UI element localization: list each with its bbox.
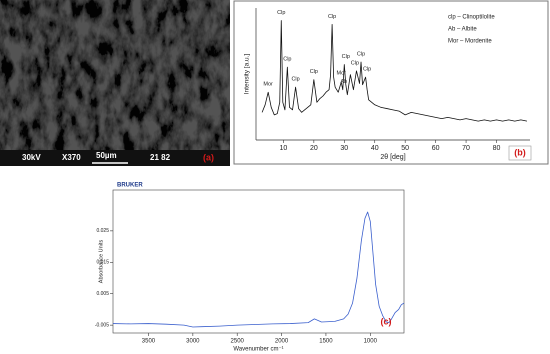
legend-note: clp – Clinoptilolite — [448, 15, 495, 21]
x-axis-label: 2θ [deg] — [380, 154, 405, 161]
x-tick-label: 60 — [432, 145, 440, 152]
x-tick-label: 30 — [340, 145, 348, 152]
sem-panel: 30kV X370 50µm 21 82 (a) — [0, 0, 230, 166]
y-tick-label: 0.005 — [96, 291, 109, 297]
logo: BRUKER — [117, 183, 143, 189]
panel-label: (a) — [203, 152, 214, 162]
peak-label: Clp — [363, 67, 371, 73]
y-axis-label: Intensity [a.u.] — [244, 54, 251, 95]
peak-label: Mor — [263, 82, 273, 88]
x-tick-label: 10 — [280, 145, 288, 152]
peak-label: Clp — [277, 10, 285, 16]
ftir-panel — [110, 178, 410, 353]
sem-texture — [0, 0, 230, 150]
panel-label: (b) — [514, 147, 526, 157]
panel-label: (c) — [381, 316, 392, 326]
legend-note: Mor – Mordenite — [448, 39, 492, 45]
sem-info-bar — [0, 150, 230, 166]
y-axis-label: Absorbance Units — [98, 240, 104, 284]
legend-note: Ab – Albite — [448, 27, 477, 33]
peak-label: Clp — [328, 14, 336, 20]
peak-label: Clp — [283, 57, 291, 63]
peak-label: Clp — [351, 60, 359, 66]
x-tick-label: 1000 — [364, 339, 378, 345]
x-tick-label: 1500 — [319, 339, 333, 345]
sem-text: 50µm — [96, 151, 117, 160]
peak-label: Ab — [340, 79, 347, 85]
x-tick-label: 2500 — [231, 339, 245, 345]
peak-label: Clp — [310, 69, 318, 75]
sem-text: 21 82 — [150, 153, 171, 162]
peak-label: Clp — [342, 54, 350, 60]
panel-label-box — [508, 145, 532, 161]
peak-label: Clp — [357, 51, 365, 57]
x-tick-label: 50 — [401, 145, 409, 152]
y-tick-label: 0.015 — [96, 260, 109, 266]
y-tick-label: 0.025 — [96, 228, 109, 234]
y-tick-label: -0.005 — [95, 322, 109, 328]
sem-text: 30kV — [22, 153, 41, 162]
data-line — [261, 20, 528, 122]
plot-frame — [112, 189, 405, 334]
peak-label: Mor — [337, 70, 347, 76]
x-tick-label: 3000 — [186, 339, 200, 345]
x-axis-label: Wavenumber cm⁻¹ — [233, 347, 283, 353]
x-tick-label: 80 — [493, 145, 501, 152]
x-tick-label: 2000 — [275, 339, 289, 345]
x-tick-label: 70 — [462, 145, 470, 152]
x-tick-label: 3500 — [142, 339, 156, 345]
x-tick-label: 40 — [371, 145, 379, 152]
data-line — [112, 211, 405, 328]
sem-text: X370 — [62, 153, 81, 162]
x-tick-label: 20 — [310, 145, 318, 152]
peak-label: Clp — [291, 77, 299, 83]
